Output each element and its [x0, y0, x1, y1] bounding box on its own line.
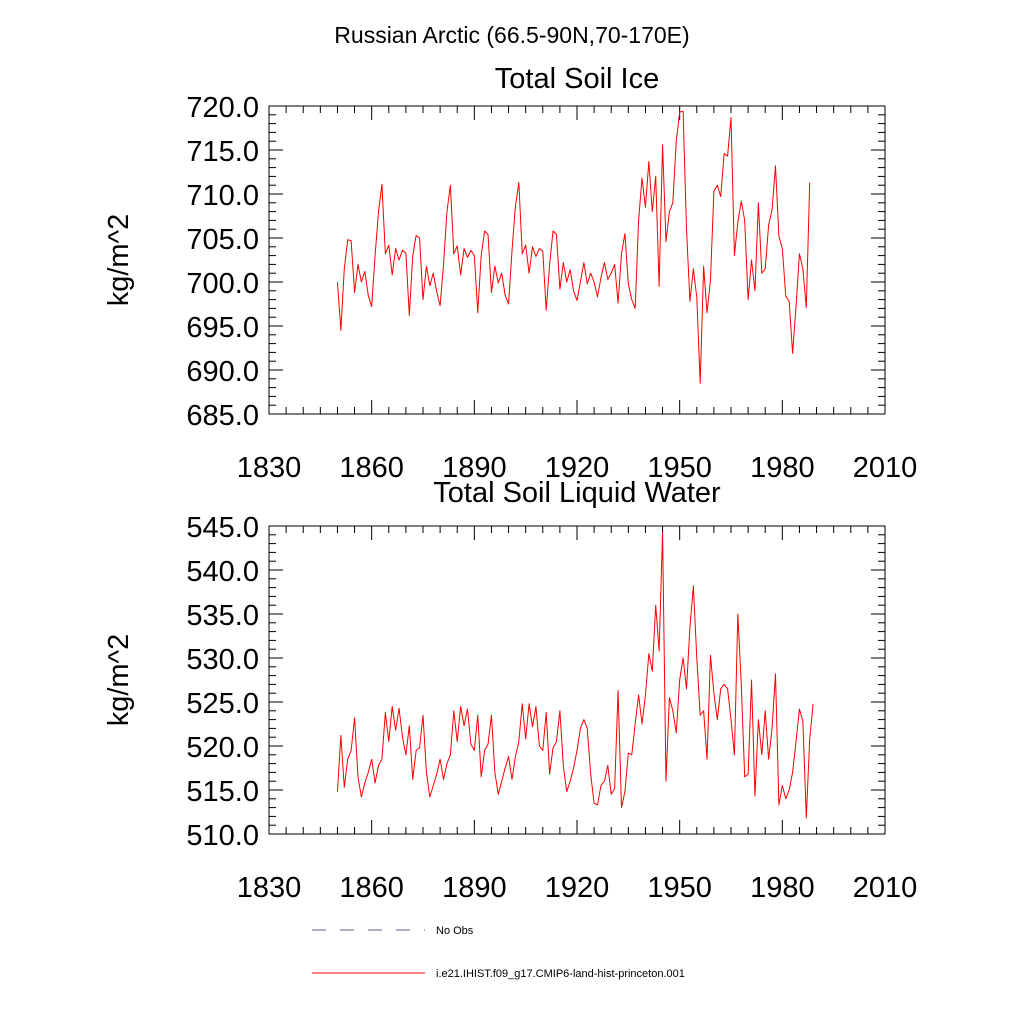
- x-tick-label: 1890: [442, 452, 507, 484]
- series-line: [336, 110, 811, 384]
- y-tick-label: 535.0: [186, 600, 259, 632]
- y-tick-label: 715.0: [186, 136, 259, 168]
- legend-label-model-run: i.e21.IHIST.f09_g17.CMIP6-land-hist-prin…: [436, 968, 685, 980]
- y-tick-label: 515.0: [186, 776, 259, 808]
- x-tick-label: 1830: [237, 452, 302, 484]
- x-tick-label: 1860: [339, 872, 404, 904]
- x-tick-label: 1860: [339, 452, 404, 484]
- panel-total-soil-liquid-water: Total Soil Liquid Water kg/m^2 510.0 515.…: [103, 477, 917, 904]
- panel-total-soil-ice: Total Soil Ice kg/m^2 685.0 690.0 695.0 700…: [103, 63, 917, 484]
- x-tick-label: 2010: [853, 872, 918, 904]
- x-tick-label: 2010: [853, 452, 918, 484]
- x-tick-label: 1920: [545, 872, 610, 904]
- y-tick-label: 690.0: [186, 356, 259, 388]
- y-axis-label: kg/m^2: [103, 634, 135, 727]
- panel-title: Total Soil Liquid Water: [433, 477, 721, 509]
- plot-frame: [268, 525, 886, 835]
- plot-frame: [268, 105, 886, 415]
- y-axis-label: kg/m^2: [103, 214, 135, 307]
- x-tick-label: 1950: [647, 452, 712, 484]
- x-tick-label: 1980: [750, 872, 815, 904]
- y-tick-label: 710.0: [186, 180, 259, 212]
- y-tick-label: 510.0: [186, 820, 259, 852]
- series-line: [336, 531, 814, 819]
- x-tick-label: 1950: [647, 872, 712, 904]
- legend: No Obs i.e21.IHIST.f09_g17.CMIP6-land-hi…: [312, 925, 685, 980]
- y-tick-label: 705.0: [186, 224, 259, 256]
- x-tick-label: 1830: [237, 872, 302, 904]
- y-tick-label: 695.0: [186, 312, 259, 344]
- y-tick-label: 525.0: [186, 688, 259, 720]
- x-tick-label: 1890: [442, 872, 507, 904]
- x-tick-label: 1980: [750, 452, 815, 484]
- y-tick-label: 685.0: [186, 400, 259, 432]
- y-tick-label: 545.0: [186, 512, 259, 544]
- y-tick-label: 520.0: [186, 732, 259, 764]
- y-tick-label: 720.0: [186, 92, 259, 124]
- y-tick-label: 540.0: [186, 556, 259, 588]
- y-tick-label: 530.0: [186, 644, 259, 676]
- legend-label-no-obs: No Obs: [436, 925, 474, 937]
- panel-title: Total Soil Ice: [495, 63, 659, 95]
- x-tick-label: 1920: [545, 452, 610, 484]
- figure-suptitle: Russian Arctic (66.5-90N,70-170E): [334, 22, 689, 48]
- y-tick-label: 700.0: [186, 268, 259, 300]
